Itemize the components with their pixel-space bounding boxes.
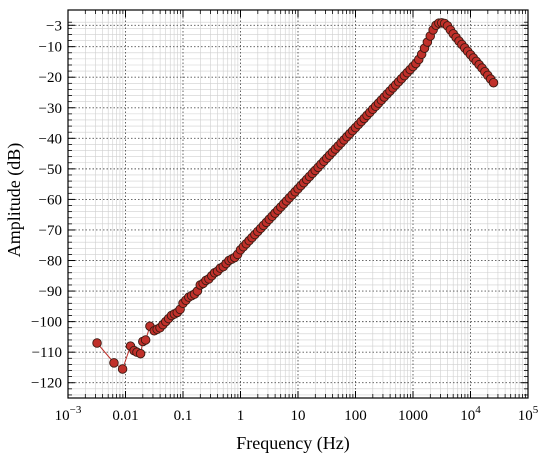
x-tick-label: 1000: [398, 408, 428, 424]
x-tick-label: 10−3: [55, 404, 82, 424]
y-tick-label: −30: [39, 101, 62, 117]
x-tick-label: 104: [460, 404, 481, 424]
y-tick-label: −20: [39, 70, 62, 86]
x-tick-label: 10: [291, 408, 306, 424]
data-point: [117, 364, 128, 374]
data-point: [135, 348, 146, 359]
x-tick-label: 100: [344, 408, 367, 424]
data-point: [140, 335, 151, 345]
x-tick-label: 0.01: [112, 408, 138, 424]
y-tick-label: −80: [39, 254, 62, 270]
data-point: [92, 338, 102, 348]
y-tick-label: −90: [39, 284, 62, 300]
x-tick-label: 105: [518, 404, 539, 424]
y-tick-label: −110: [32, 345, 62, 361]
y-tick-label: −100: [31, 315, 62, 331]
x-tick-labels: 10−3 0.01 0.1 1 10 100 1000 104 105: [55, 404, 539, 424]
y-tick-label: −70: [39, 223, 62, 239]
data-points: [92, 18, 499, 374]
y-tick-label: −50: [39, 162, 62, 178]
y-tick-label: −120: [31, 376, 62, 392]
y-tick-label: −40: [39, 131, 62, 147]
y-tick-label: −10: [39, 40, 62, 56]
y-tick-label: −3: [46, 18, 62, 34]
axis-ticks: [67, 9, 529, 398]
data-point: [109, 358, 119, 368]
x-axis-label: Frequency (Hz): [236, 433, 349, 454]
y-tick-label: −60: [39, 192, 62, 208]
y-tick-labels: −3 −10 −20 −30 −40 −50 −60 −70 −80 −90 −100 −110 −12…: [31, 18, 62, 391]
y-axis-label: Amplitude (dB): [4, 143, 25, 258]
x-tick-label: 0.1: [174, 408, 193, 424]
x-tick-label: 1: [237, 408, 245, 424]
data-point: [488, 77, 499, 88]
